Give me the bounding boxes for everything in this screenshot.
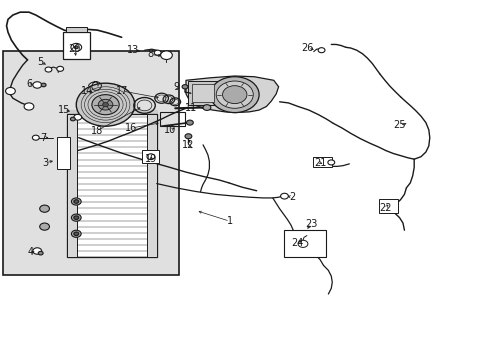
Text: 20: 20 <box>68 44 81 54</box>
Text: 13: 13 <box>127 45 139 55</box>
Bar <box>378 199 397 213</box>
Bar <box>65 27 87 32</box>
Text: 22: 22 <box>379 203 391 213</box>
Circle shape <box>154 50 161 55</box>
Bar <box>3 51 178 275</box>
Circle shape <box>186 120 193 125</box>
Circle shape <box>40 223 49 230</box>
Circle shape <box>32 135 39 140</box>
Circle shape <box>5 87 15 95</box>
Bar <box>188 81 217 105</box>
Circle shape <box>92 95 119 115</box>
Circle shape <box>184 134 191 139</box>
Bar <box>57 137 70 169</box>
Circle shape <box>160 51 172 59</box>
Text: 4: 4 <box>28 247 34 257</box>
Circle shape <box>24 103 34 110</box>
Text: 23: 23 <box>305 219 317 229</box>
Circle shape <box>327 160 334 165</box>
Circle shape <box>71 198 81 205</box>
Text: 3: 3 <box>42 158 48 168</box>
Circle shape <box>74 46 78 49</box>
Circle shape <box>102 103 108 107</box>
Circle shape <box>147 154 155 159</box>
Text: 11: 11 <box>184 103 197 113</box>
Bar <box>63 32 90 59</box>
Circle shape <box>45 67 52 72</box>
Circle shape <box>203 105 210 111</box>
Circle shape <box>74 114 81 120</box>
Bar <box>66 114 157 257</box>
Polygon shape <box>185 76 278 113</box>
Bar <box>284 230 325 257</box>
Text: 10: 10 <box>164 125 176 135</box>
Circle shape <box>41 83 46 87</box>
Circle shape <box>71 43 81 51</box>
Circle shape <box>298 240 307 247</box>
Text: 6: 6 <box>26 79 32 89</box>
Text: 2: 2 <box>288 192 295 202</box>
Text: 1: 1 <box>226 216 232 226</box>
Circle shape <box>38 251 43 255</box>
Circle shape <box>98 99 113 110</box>
Circle shape <box>114 113 122 119</box>
Circle shape <box>318 48 325 53</box>
Text: 9: 9 <box>173 82 179 93</box>
Bar <box>147 114 157 257</box>
Text: 17: 17 <box>116 86 128 96</box>
Text: 5: 5 <box>38 57 44 67</box>
Bar <box>312 157 331 167</box>
Circle shape <box>74 232 79 235</box>
Text: 14: 14 <box>81 86 93 96</box>
Circle shape <box>381 206 389 213</box>
Text: 7: 7 <box>41 133 47 143</box>
Circle shape <box>182 85 187 89</box>
Text: 18: 18 <box>91 126 103 135</box>
Circle shape <box>74 200 79 203</box>
Circle shape <box>70 117 75 121</box>
Text: 8: 8 <box>147 49 154 59</box>
Circle shape <box>71 230 81 237</box>
Text: 19: 19 <box>144 154 157 164</box>
Circle shape <box>280 193 288 199</box>
Text: 21: 21 <box>313 158 325 168</box>
Circle shape <box>40 205 49 212</box>
Bar <box>142 150 159 163</box>
Bar <box>160 112 184 126</box>
Circle shape <box>210 77 259 113</box>
Circle shape <box>71 214 81 221</box>
Circle shape <box>57 66 63 71</box>
Circle shape <box>33 82 41 88</box>
Circle shape <box>76 83 135 126</box>
Text: 26: 26 <box>301 43 313 53</box>
Circle shape <box>33 248 41 254</box>
Text: 24: 24 <box>290 238 303 248</box>
Text: 16: 16 <box>125 123 137 133</box>
Circle shape <box>74 216 79 220</box>
Text: 12: 12 <box>182 140 194 150</box>
Bar <box>66 114 77 257</box>
Circle shape <box>222 86 246 104</box>
Text: 15: 15 <box>58 105 70 115</box>
Bar <box>191 84 213 102</box>
Circle shape <box>216 81 253 108</box>
Text: 25: 25 <box>392 121 405 130</box>
